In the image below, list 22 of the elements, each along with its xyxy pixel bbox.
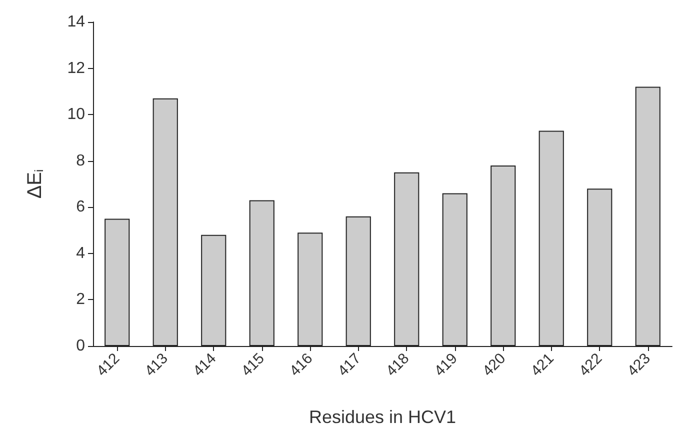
x-tick-label: 416 (286, 350, 316, 380)
y-tick-label: 6 (76, 198, 86, 216)
x-tick-label: 420 (479, 350, 510, 380)
y-tick-label: 12 (67, 60, 86, 77)
y-tick-label: 8 (76, 152, 86, 170)
y-tick-label: 0 (76, 338, 86, 354)
x-tick-label: 417 (334, 350, 364, 380)
x-tick-label: 412 (93, 350, 124, 380)
y-tick-label: 2 (76, 291, 86, 308)
x-tick-label: 418 (382, 350, 413, 380)
x-tick-label: 423 (624, 350, 654, 380)
y-tick-label: 14 (67, 14, 86, 30)
x-tick-label: 415 (238, 350, 268, 380)
y-axis-title: ΔEi (24, 169, 46, 199)
y-tick-label: 10 (67, 106, 86, 124)
y-tick-label: 4 (76, 244, 86, 262)
x-tick-label: 422 (576, 350, 606, 380)
x-axis-title: Residues in HCV1 (308, 407, 456, 427)
x-tick-label: 413 (142, 350, 172, 380)
x-tick-label: 421 (528, 350, 558, 380)
x-tick-label: 414 (190, 350, 220, 380)
x-tick-label: 419 (431, 350, 461, 380)
